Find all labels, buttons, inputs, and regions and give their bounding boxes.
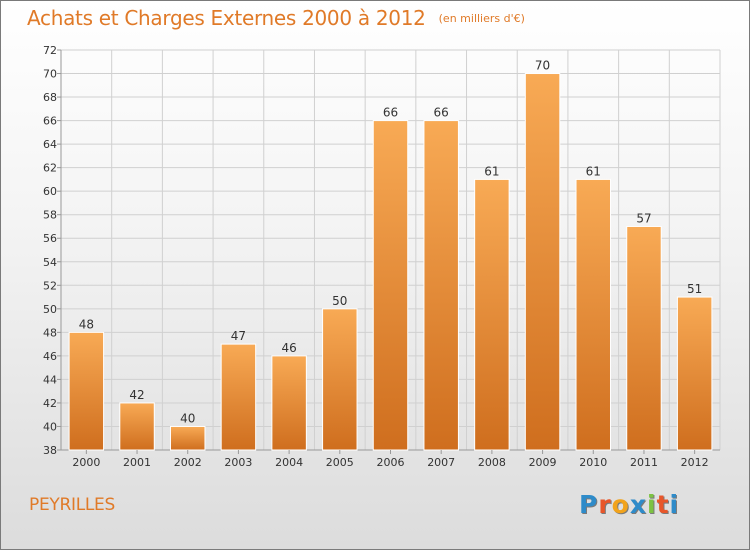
bar — [119, 402, 155, 451]
y-tick-label: 44 — [43, 373, 57, 386]
logo-letter: o — [611, 490, 630, 519]
logo-letter: i — [647, 490, 657, 519]
bar — [575, 178, 612, 451]
y-tick-label: 68 — [43, 91, 57, 104]
x-tick-label: 2010 — [579, 456, 607, 469]
y-tick-label: 70 — [43, 68, 57, 81]
bar-value-label: 57 — [636, 211, 651, 225]
bar-value-label: 50 — [332, 294, 347, 308]
logo-letter: P — [579, 490, 599, 519]
proxiti-logo: Proxiti — [579, 490, 679, 519]
bar-value-label: 48 — [79, 317, 94, 331]
bar-value-label: 42 — [129, 388, 144, 402]
x-tick-label: 2008 — [478, 456, 506, 469]
logo-letter: t — [656, 490, 670, 519]
bar — [676, 296, 713, 451]
bar — [68, 331, 105, 451]
bar-value-label: 61 — [484, 164, 499, 178]
y-tick-label: 38 — [43, 444, 57, 457]
chart-title: Achats et Charges Externes 2000 à 2012 — [27, 6, 426, 30]
x-tick-label: 2003 — [224, 456, 252, 469]
y-tick-label: 58 — [43, 209, 57, 222]
y-tick-label: 62 — [43, 162, 57, 175]
x-tick-label: 2012 — [681, 456, 709, 469]
bar — [372, 120, 409, 451]
bar — [524, 73, 561, 451]
y-tick-label: 60 — [43, 185, 57, 198]
y-tick-label: 48 — [43, 326, 57, 339]
y-tick-label: 50 — [43, 303, 57, 316]
x-tick-label: 2007 — [427, 456, 455, 469]
bar-value-label: 40 — [180, 411, 195, 425]
x-tick-label: 2011 — [630, 456, 658, 469]
bar — [626, 225, 662, 451]
commune-name: PEYRILLES — [29, 495, 115, 515]
bar — [271, 355, 307, 451]
bar — [322, 308, 358, 451]
logo-letter: r — [598, 490, 612, 519]
chart-subtitle: (en milliers d'€) — [438, 12, 525, 25]
bar-value-label: 51 — [687, 282, 702, 296]
x-tick-label: 2001 — [123, 456, 151, 469]
bar-value-label: 66 — [434, 106, 449, 120]
bar-value-label: 61 — [586, 164, 601, 178]
bar — [220, 343, 257, 451]
y-tick-label: 52 — [43, 279, 57, 292]
bar — [169, 425, 206, 451]
x-tick-label: 2000 — [72, 456, 100, 469]
chart-title-block: Achats et Charges Externes 2000 à 2012 (… — [27, 6, 525, 30]
x-tick-label: 2009 — [529, 456, 557, 469]
y-tick-label: 64 — [43, 138, 57, 151]
bar — [474, 178, 510, 451]
y-tick-label: 40 — [43, 420, 57, 433]
bar-value-label: 47 — [231, 329, 246, 343]
x-tick-label: 2002 — [174, 456, 202, 469]
bar-value-label: 66 — [383, 106, 398, 120]
logo-letter: x — [629, 490, 647, 519]
y-tick-label: 56 — [43, 232, 57, 245]
y-tick-label: 72 — [43, 44, 57, 57]
bar — [423, 120, 459, 451]
x-tick-label: 2006 — [377, 456, 405, 469]
logo-letter: i — [669, 490, 680, 519]
y-tick-label: 46 — [43, 350, 57, 363]
y-tick-label: 66 — [43, 115, 57, 128]
x-tick-label: 2005 — [326, 456, 354, 469]
x-tick-label: 2004 — [275, 456, 303, 469]
y-tick-label: 42 — [43, 397, 57, 410]
bar-value-label: 70 — [535, 59, 550, 73]
bar-value-label: 46 — [281, 341, 296, 355]
y-tick-label: 54 — [43, 256, 57, 269]
